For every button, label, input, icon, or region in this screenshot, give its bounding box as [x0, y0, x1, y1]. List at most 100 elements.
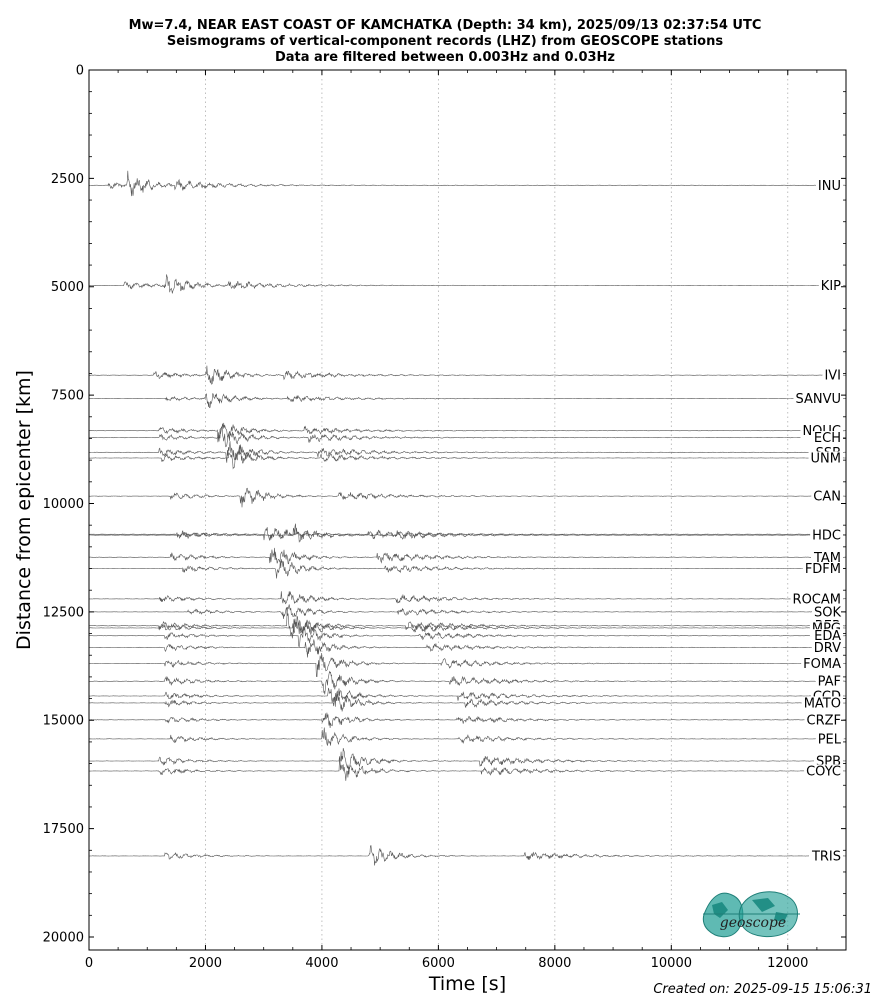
station-label-bg: [793, 392, 843, 408]
station-label-pel: PEL: [818, 732, 842, 747]
station-label-bg: [808, 849, 843, 865]
y-tick-label: 10000: [43, 497, 84, 512]
grid-lines: [205, 70, 789, 950]
station-labels: INUKIPIVISANVUNOUCECHSSBUNMCANATDHDCTAMF…: [790, 178, 844, 865]
traces: [88, 170, 846, 866]
station-label-hdc: HDC: [812, 529, 841, 544]
station-label-coyc: COYC: [806, 764, 841, 779]
trace-foma: [89, 652, 846, 677]
trace-nouc: [89, 422, 846, 443]
trace-sok: [88, 604, 846, 619]
y-tick-label: 12500: [43, 605, 84, 620]
trace-mpg: [89, 618, 846, 636]
station-label-ivi: IVI: [824, 369, 841, 384]
trace-inu: [89, 170, 846, 197]
trace-crzf: [89, 712, 846, 729]
station-label-tam: TAM: [813, 551, 841, 566]
station-label-fdfm: FDFM: [805, 562, 841, 577]
trace-spb: [89, 748, 846, 770]
y-tick-label: 20000: [43, 930, 84, 945]
y-tick-label: 2500: [51, 172, 84, 187]
station-label-ech: ECH: [814, 431, 841, 446]
x-tick-label: 6000: [422, 956, 455, 971]
trace-eda: [88, 626, 846, 648]
station-label-bg: [815, 674, 843, 690]
trace-sanvu: [89, 393, 846, 409]
trace-ivi: [88, 365, 846, 385]
station-label-eda: EDA: [814, 629, 841, 644]
trace-tam: [89, 547, 846, 565]
station-label-bg: [822, 368, 843, 384]
station-label-crzf: CRZF: [807, 713, 842, 728]
x-tick-label: 4000: [305, 956, 338, 971]
trace-can: [88, 487, 846, 508]
station-label-foma: FOMA: [803, 657, 841, 672]
station-label-bg: [804, 713, 843, 729]
station-label-bg: [804, 764, 843, 780]
station-label-paf: PAF: [818, 675, 841, 690]
created-on-footer: Created on: 2025-09-15 15:06:31: [653, 982, 872, 997]
trace-hdc: [88, 523, 846, 543]
trace-ssb: [88, 441, 846, 463]
y-axis-label: Distance from epicenter [km]: [13, 370, 35, 650]
station-label-sanvu: SANVU: [795, 392, 841, 407]
station-label-kip: KIP: [821, 279, 841, 294]
station-label-bg: [810, 550, 843, 566]
station-label-unm: UNM: [811, 451, 841, 466]
station-label-bg: [801, 656, 844, 672]
y-tick-label: 5000: [51, 280, 84, 295]
trace-ech: [88, 425, 846, 448]
y-tick-label: 7500: [51, 389, 84, 404]
logo-text: geoscope: [720, 915, 786, 931]
station-label-bg: [802, 562, 843, 578]
x-tick-label: 12000: [767, 956, 808, 971]
plot-frame: [88, 69, 847, 951]
station-label-inu: INU: [818, 179, 841, 194]
axes: 0 2000 4000 6000 8000 10000 12000 0 2500 5000 7500…: [43, 64, 846, 971]
station-label-can: CAN: [813, 490, 841, 505]
station-label-drv: DRV: [814, 641, 841, 656]
station-label-bg: [815, 732, 844, 748]
title-line-1: Mw=7.4, NEAR EAST COAST OF KAMCHATKA (De…: [128, 18, 762, 33]
trace-tris: [88, 845, 846, 866]
title-line-3: Data are filtered between 0.003Hz and 0.…: [274, 50, 616, 65]
trace-coyc: [89, 759, 846, 781]
y-tick-label: 17500: [43, 822, 84, 837]
station-label-bg: [811, 489, 843, 505]
x-tick-label: 8000: [538, 956, 571, 971]
trace-fdfm: [88, 559, 846, 579]
station-label-bg: [811, 431, 843, 447]
station-label-bg: [810, 528, 843, 544]
trace-rocam: [89, 591, 846, 605]
trace-rer: [89, 610, 846, 639]
station-label-bg: [815, 178, 843, 194]
station-label-bg: [818, 278, 844, 294]
y-tick-label: 15000: [43, 714, 84, 729]
trace-kip: [88, 274, 846, 294]
logo-continents: [712, 898, 788, 922]
trace-drv: [89, 639, 846, 658]
trace-ccd: [88, 687, 846, 703]
station-label-rocam: ROCAM: [793, 592, 841, 607]
station-label-sok: SOK: [814, 605, 841, 620]
trace-unm: [89, 449, 846, 470]
geoscope-logo: geoscope: [702, 891, 800, 938]
station-label-bg: [790, 592, 843, 608]
station-label-mato: MATO: [804, 696, 841, 711]
station-label-bg: [801, 696, 843, 712]
station-label-bg: [811, 640, 844, 656]
chart-title: Mw=7.4, NEAR EAST COAST OF KAMCHATKA (De…: [0, 18, 890, 66]
station-label-bg: [811, 605, 844, 621]
x-tick-label: 0: [85, 956, 93, 971]
station-label-bg: [808, 451, 843, 467]
trace-mato: [88, 693, 846, 712]
x-axis-label: Time [s]: [428, 973, 506, 995]
x-tick-label: 10000: [651, 956, 692, 971]
y-tick-label: 0: [76, 64, 84, 79]
title-line-2: Seismograms of vertical-component record…: [166, 34, 724, 49]
trace-paf: [89, 670, 846, 695]
trace-pel: [88, 727, 846, 746]
station-label-tris: TRIS: [811, 849, 841, 864]
x-tick-label: 2000: [189, 956, 222, 971]
